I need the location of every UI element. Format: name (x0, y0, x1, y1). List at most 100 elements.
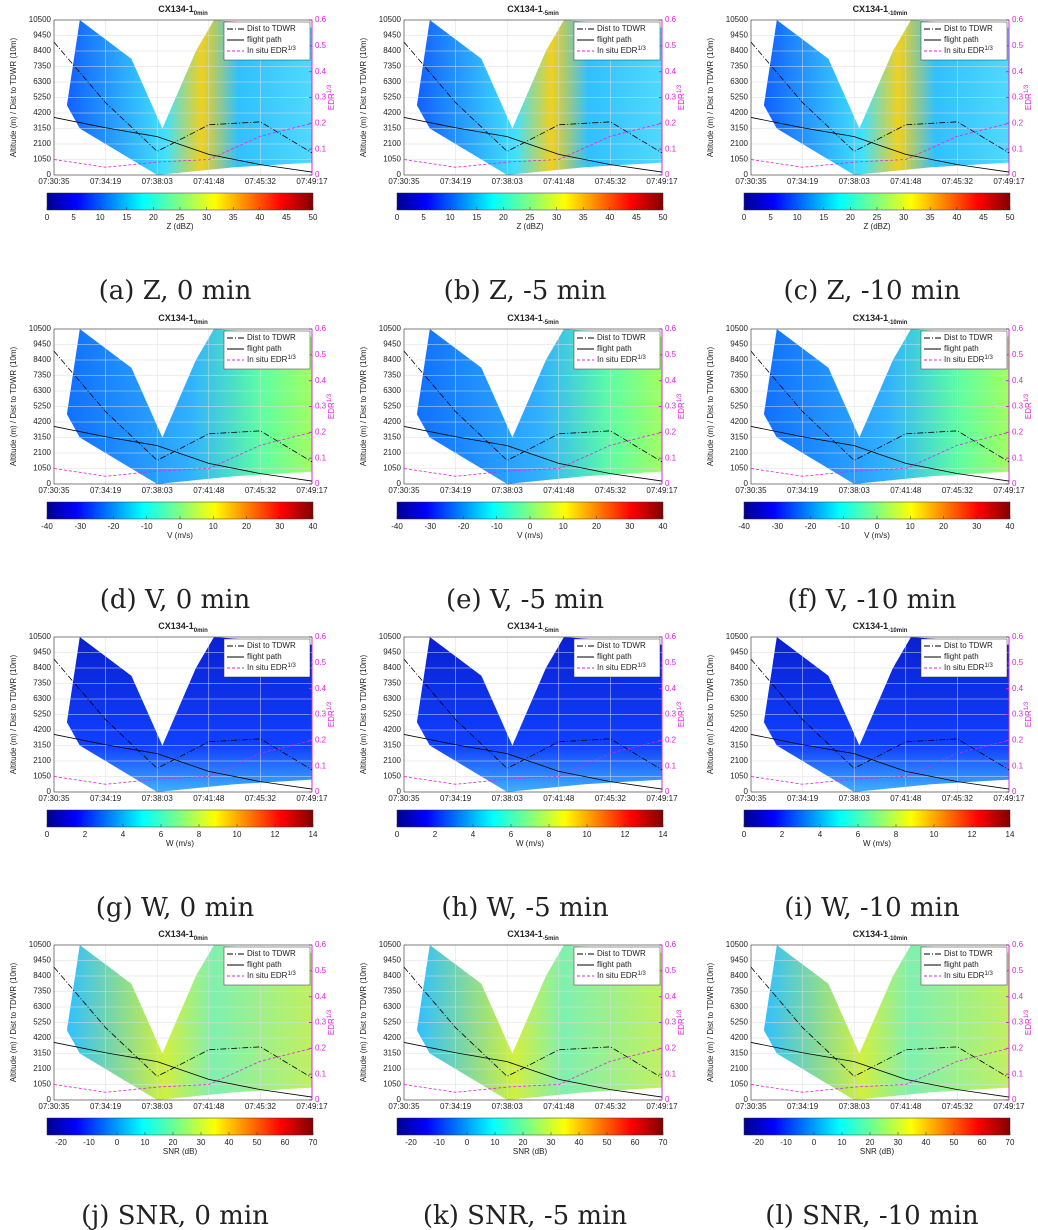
y-tick-label: 6300 (383, 386, 401, 395)
x-tick-label: 07:49:17 (646, 794, 678, 803)
x-tick-label: 07:34:19 (440, 1102, 472, 1111)
title-text: CX134-1 (158, 621, 194, 631)
y-tick-label: 4200 (730, 1033, 748, 1042)
legend-name: Dist to TDWR (247, 641, 296, 650)
y-tick-label: 8400 (730, 355, 748, 364)
panel: 0105021003150420052506300735084009450105… (359, 621, 686, 923)
y-tick-label: 10500 (29, 940, 52, 949)
colorbar-label: W (m/s) (863, 839, 891, 848)
series-line (53, 734, 313, 790)
y2-tick-label: 0 (665, 787, 670, 796)
x-tick-label: 07:30:35 (735, 177, 767, 186)
y-tick-label: 5250 (33, 710, 51, 719)
y2-tick-label: 0.2 (665, 118, 677, 127)
legend-sup: 1/3 (637, 971, 646, 977)
y-tick-label: 2100 (383, 756, 401, 765)
legend-label: Dist to TDWR (247, 24, 296, 33)
panel: 0105021003150420052506300735084009450105… (9, 4, 336, 306)
legend-label: Dist to TDWR (944, 333, 993, 342)
colorbar-tick-label: -10 (491, 522, 503, 531)
y2-tick-label: 0.4 (665, 992, 677, 1001)
chart-title: CX134-10min (158, 929, 208, 941)
y2-axis-label: EDR1/3 (677, 1009, 687, 1035)
legend-name: flight path (247, 35, 282, 44)
x-tick-label: 07:41:48 (890, 486, 922, 495)
colorbar-label: W (m/s) (166, 839, 194, 848)
x-tick-label: 07:45:32 (595, 486, 627, 495)
y-tick-label: 1050 (383, 1080, 401, 1089)
series-line (53, 658, 313, 771)
x-tick-label: 07:30:35 (735, 794, 767, 803)
colorbar-tick-label: -20 (752, 1138, 764, 1147)
colorbar-tick-label: 2 (83, 830, 88, 839)
y-axis-label: Altitude (m) / Dist to TDWR (10m) (359, 654, 368, 774)
y-tick-label: 4200 (383, 108, 401, 117)
legend-label: In situ EDR1/3 (944, 663, 993, 673)
colorbar-tick-label: 12 (271, 830, 280, 839)
y-tick-label: 10500 (379, 632, 402, 641)
y2-tick-label: 0.4 (1012, 684, 1024, 693)
y2-tick-label: 0.6 (1012, 940, 1024, 949)
y2-tick-label: 0.5 (315, 658, 327, 667)
y-tick-label: 0 (397, 479, 402, 488)
colorbar-tick-label: -20 (405, 1138, 417, 1147)
y-tick-label: 0 (744, 170, 749, 179)
y-tick-label: 3150 (730, 741, 748, 750)
x-tick-label: 07:34:19 (90, 177, 122, 186)
y2-tick-label: 0.4 (665, 67, 677, 76)
caption: (a) Z, 0 min (99, 276, 252, 306)
y2-tick-label: 0.5 (315, 41, 327, 50)
colorbar-tick-label: 10 (559, 522, 568, 531)
legend-box (920, 638, 1008, 678)
y-tick-label: 6300 (33, 694, 51, 703)
colorbar-tick-label: 60 (631, 1138, 640, 1147)
y2-tick-label: 0.1 (315, 1069, 327, 1078)
legend-sup: 1/3 (287, 663, 296, 669)
y2-tick-label: 0.5 (1012, 658, 1024, 667)
chart-title: CX134-1-5min (507, 929, 559, 941)
legend-box (223, 21, 311, 61)
y-tick-label: 3150 (730, 1049, 748, 1058)
x-tick-label: 07:49:17 (993, 486, 1025, 495)
legend-name: flight path (247, 652, 282, 661)
y-tick-label: 5250 (33, 93, 51, 102)
colorbar-tick-label: 6 (509, 830, 514, 839)
y2-tick-label: 0 (315, 787, 320, 796)
series-line (403, 350, 663, 463)
legend-name: Dist to TDWR (944, 641, 993, 650)
x-tick-label: 07:34:19 (440, 486, 472, 495)
y-tick-label: 6300 (33, 1002, 51, 1011)
y-tick-label: 6300 (33, 77, 51, 86)
y2-tick-label: 0.4 (315, 992, 327, 1001)
y-tick-label: 7350 (383, 987, 401, 996)
y2-tick-label: 0.2 (665, 1043, 677, 1052)
y-tick-label: 4200 (33, 417, 51, 426)
colorbar-tick-label: 4 (121, 830, 126, 839)
colorbar-tick-label: 20 (939, 522, 948, 531)
series-line (750, 739, 1010, 785)
colorbar-label: V (m/s) (167, 531, 193, 540)
legend-name: In situ EDR (597, 663, 638, 672)
colorbar-tick-label: 50 (659, 213, 668, 222)
legend-name: In situ EDR (944, 971, 985, 980)
y-tick-label: 7350 (33, 62, 51, 71)
colorbar-tick-label: 10 (906, 522, 915, 531)
caption: (f) V, -10 min (788, 585, 957, 615)
title-subscript: 0min (194, 936, 208, 942)
x-tick-label: 07:41:48 (890, 1102, 922, 1111)
y2-label-sup: 1/3 (677, 84, 683, 93)
y2-tick-label: 0.6 (315, 940, 327, 949)
title-subscript: 0min (194, 11, 208, 17)
colorbar-tick-label: -40 (391, 522, 403, 531)
legend-box (920, 946, 1008, 986)
y2-tick-label: 0.2 (1012, 427, 1024, 436)
legend-label: flight path (597, 652, 632, 661)
y-tick-label: 10500 (29, 632, 52, 641)
y2-tick-label: 0.5 (665, 966, 677, 975)
y2-tick-label: 0.5 (1012, 966, 1024, 975)
y2-axis-label: EDR1/3 (677, 84, 687, 110)
colorbar-label: SNR (dB) (860, 1147, 895, 1156)
colorbar-tick-label: 30 (197, 1138, 206, 1147)
colorbar-tick-label: 20 (499, 213, 508, 222)
legend-name: flight path (597, 652, 632, 661)
